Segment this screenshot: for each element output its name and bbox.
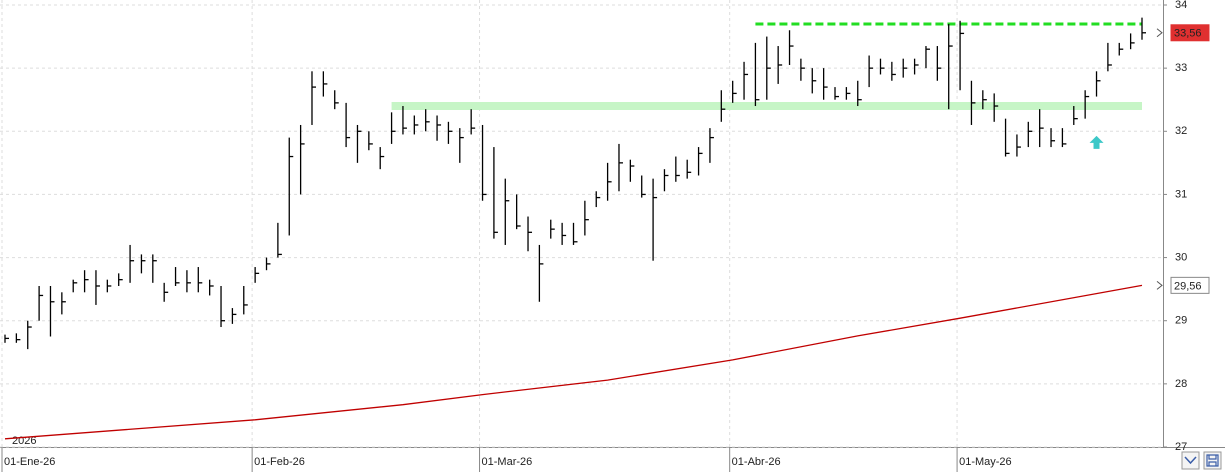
y-tick-label: 29 [1175, 315, 1187, 327]
y-tick-label: 33 [1175, 62, 1187, 74]
y-tick-label: 28 [1175, 378, 1187, 390]
annotation-arrow [1089, 135, 1104, 149]
x-tick-label: 01-Feb-26 [254, 456, 305, 468]
scroll-icon [1184, 456, 1197, 465]
x-tick-label: 01-Ene-26 [4, 456, 55, 468]
save-button[interactable] [1203, 451, 1222, 470]
price-label: 29,56 [1174, 280, 1202, 292]
toolbar[interactable] [1181, 451, 1222, 470]
price-pointer [1156, 28, 1163, 38]
y-tick-label: 32 [1175, 125, 1187, 137]
x-tick-label: 01-Mar-26 [482, 456, 533, 468]
x-tick-label: 01-Abr-26 [732, 456, 781, 468]
price-label: 33,56 [1174, 28, 1202, 40]
save-icon [1206, 454, 1219, 467]
price-box [1170, 24, 1210, 42]
y-tick-label: 27 [1175, 441, 1187, 453]
y-tick-label: 31 [1175, 188, 1187, 200]
price-pointer [1156, 280, 1163, 290]
y-tick-label: 34 [1175, 0, 1187, 11]
price-box [1170, 276, 1210, 294]
scroll-button[interactable] [1181, 451, 1200, 470]
y-tick-label: 30 [1175, 251, 1187, 263]
x-tick-label: 01-May-26 [959, 456, 1012, 468]
moving-average [4, 284, 1143, 440]
